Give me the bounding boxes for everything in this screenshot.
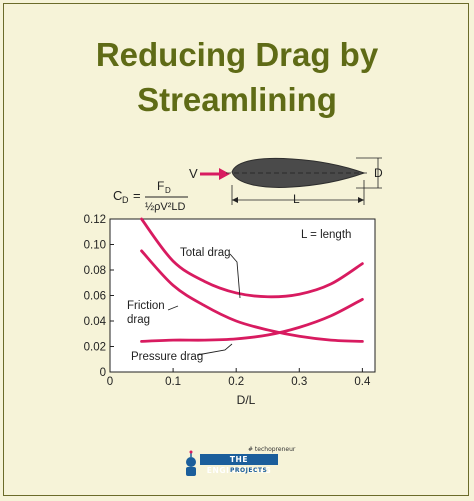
logo-tagline: # techopreneur xyxy=(248,446,296,453)
formula-numerator-sub: D xyxy=(165,186,171,195)
x-tick-label: 0.3 xyxy=(291,376,307,388)
x-tick-label: 0.1 xyxy=(165,376,181,388)
friction-drag-label-line2: drag xyxy=(127,314,150,326)
x-axis-label: D/L xyxy=(237,393,256,407)
pressure-drag-label: Pressure drag xyxy=(131,351,203,363)
total-drag-label: Total drag xyxy=(180,247,231,259)
y-tick-label: 0.04 xyxy=(84,316,107,328)
logo-sub: PROJECTS xyxy=(230,467,268,474)
legend-note: L = length xyxy=(301,229,351,241)
pressure-drag-curve xyxy=(140,297,364,343)
y-tick-label: 0.02 xyxy=(84,342,106,354)
velocity-label: V xyxy=(189,166,198,181)
velocity-arrowhead xyxy=(219,168,230,180)
page-title: Reducing Drag by Streamlining xyxy=(0,32,474,122)
length-label: L xyxy=(293,192,300,206)
formula-equals: = xyxy=(133,188,141,203)
friction-drag-label: Friction xyxy=(127,300,165,312)
length-arrow-right xyxy=(358,197,364,203)
friction-drag-curve xyxy=(140,249,364,343)
legend-box xyxy=(298,225,360,242)
x-tick-label: 0 xyxy=(107,376,113,388)
logo-name: THE ENGINEERING xyxy=(200,454,278,475)
y-tick-label: 0.06 xyxy=(84,291,106,303)
curve-labels: Total drag Friction drag Pressure drag xyxy=(127,247,241,363)
y-tick-label: 0 xyxy=(100,367,106,379)
x-tick-label: 0.4 xyxy=(354,376,371,388)
drag-coefficient-formula: C D = F D ½ρV²LD xyxy=(113,179,188,213)
title-line-1: Reducing Drag by xyxy=(95,36,379,73)
length-arrow-left xyxy=(232,197,238,203)
y-tick-label: 0.12 xyxy=(84,214,106,226)
airfoil-diagram: V D L xyxy=(189,157,383,206)
image-frame xyxy=(3,3,469,496)
drag-curves xyxy=(140,217,364,343)
total-drag-curve xyxy=(140,217,364,299)
depth-label: D xyxy=(374,166,383,180)
x-tick-label: 0.2 xyxy=(228,376,244,388)
formula-numerator: F xyxy=(157,179,164,193)
pressure-drag-leader xyxy=(196,343,233,356)
robot-logo-icon xyxy=(186,450,196,476)
total-drag-leader xyxy=(229,253,241,299)
title-line-2: Streamlining xyxy=(137,81,337,118)
formula-lhs-sub: D xyxy=(122,195,129,205)
y-tick-label: 0.10 xyxy=(84,240,106,252)
formula-lhs: C xyxy=(113,188,122,203)
friction-drag-leader xyxy=(167,305,179,311)
y-tick-label: 0.08 xyxy=(84,265,106,277)
formula-denominator: ½ρV²LD xyxy=(145,201,186,213)
axes: 0 0.1 0.2 0.3 0.4 0 0.02 0.04 0.06 0.08 0.10 0.12 xyxy=(84,214,371,388)
